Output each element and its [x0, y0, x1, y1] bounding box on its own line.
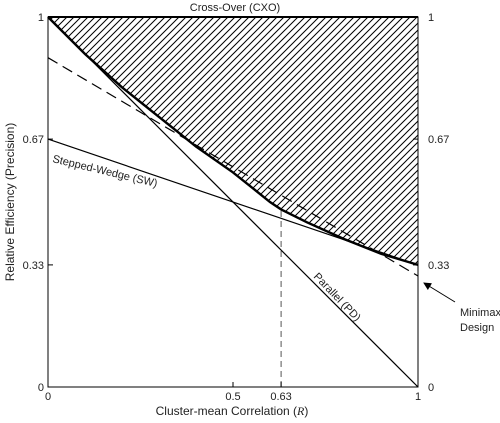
y-tick-label-left-0: 0: [38, 382, 44, 394]
x-axis-label-close: ): [304, 404, 308, 418]
y-tick-label-left-3: 1: [38, 12, 44, 24]
y-tick-label-left-1: 0.33: [23, 260, 44, 272]
label-cross-over: Cross-Over (CXO): [190, 2, 280, 14]
x-tick-label-2: 0.63: [270, 391, 291, 403]
plot-area: [47, 16, 419, 388]
y-axis-label: Relative Efficiency (Precision): [3, 123, 17, 282]
x-tick-label-0: 0: [45, 391, 51, 403]
axis-ticks: 0 0.5 0.63 10 00.33 0.330.67 0.671 1: [23, 12, 450, 403]
label-minimax-line1: Minimax: [460, 307, 500, 319]
x-axis-label: Cluster-mean Correlation (R): [156, 404, 309, 418]
x-axis-label-text: Cluster-mean Correlation (: [156, 404, 297, 418]
y-tick-label-right-3: 1: [428, 12, 434, 24]
y-tick-label-right-1: 0.33: [428, 260, 449, 272]
minimax-arrow: [423, 282, 456, 303]
label-parallel: Parallel (PD): [311, 271, 363, 324]
series-line-optimal-boundary: [47, 16, 419, 267]
x-tick-label-1: 0.5: [225, 391, 240, 403]
optimal-region-hatch: [48, 17, 418, 265]
y-tick-label-left-2: 0.67: [23, 134, 44, 146]
x-tick-label-3: 1: [415, 391, 421, 403]
y-tick-label-right-2: 0.67: [428, 134, 449, 146]
series-line-minimax: [47, 57, 419, 277]
label-minimax-line2: Design: [460, 322, 494, 334]
y-tick-label-right-0: 0: [428, 382, 434, 394]
x-axis-label-symbol: R: [296, 404, 305, 418]
